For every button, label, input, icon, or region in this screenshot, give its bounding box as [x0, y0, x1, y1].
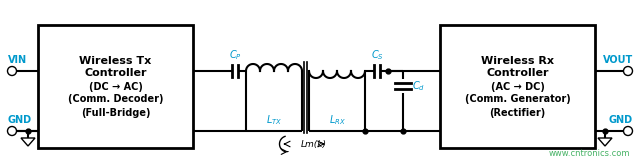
Text: VIN: VIN [8, 55, 27, 65]
Text: GND: GND [609, 115, 633, 125]
Text: VOUT: VOUT [603, 55, 633, 65]
Text: (AC → DC): (AC → DC) [491, 82, 545, 91]
Circle shape [623, 67, 632, 75]
Text: $C_d$: $C_d$ [412, 79, 425, 93]
Text: Wireless Rx: Wireless Rx [481, 55, 554, 66]
Text: (Rectifier): (Rectifier) [490, 108, 546, 118]
Text: Controller: Controller [84, 68, 147, 79]
Text: (Comm. Generator): (Comm. Generator) [465, 95, 570, 104]
Text: (Comm. Decoder): (Comm. Decoder) [68, 95, 163, 104]
Text: (Full-Bridge): (Full-Bridge) [81, 108, 150, 118]
Text: $L_{RX}$: $L_{RX}$ [328, 113, 346, 127]
Text: Wireless Tx: Wireless Tx [79, 55, 152, 66]
Text: $C_S$: $C_S$ [371, 48, 383, 62]
Text: Controller: Controller [486, 68, 548, 79]
Text: Lm(k): Lm(k) [301, 140, 326, 148]
Text: (DC → AC): (DC → AC) [88, 82, 143, 91]
Circle shape [8, 67, 17, 75]
Bar [38, 25, 193, 148]
Circle shape [623, 126, 632, 135]
Circle shape [8, 126, 17, 135]
Text: $L_{TX}$: $L_{TX}$ [266, 113, 282, 127]
Text: $C_P$: $C_P$ [228, 48, 241, 62]
Text: www.cntronics.com: www.cntronics.com [548, 149, 630, 158]
Bar [440, 25, 595, 148]
Text: GND: GND [8, 115, 32, 125]
